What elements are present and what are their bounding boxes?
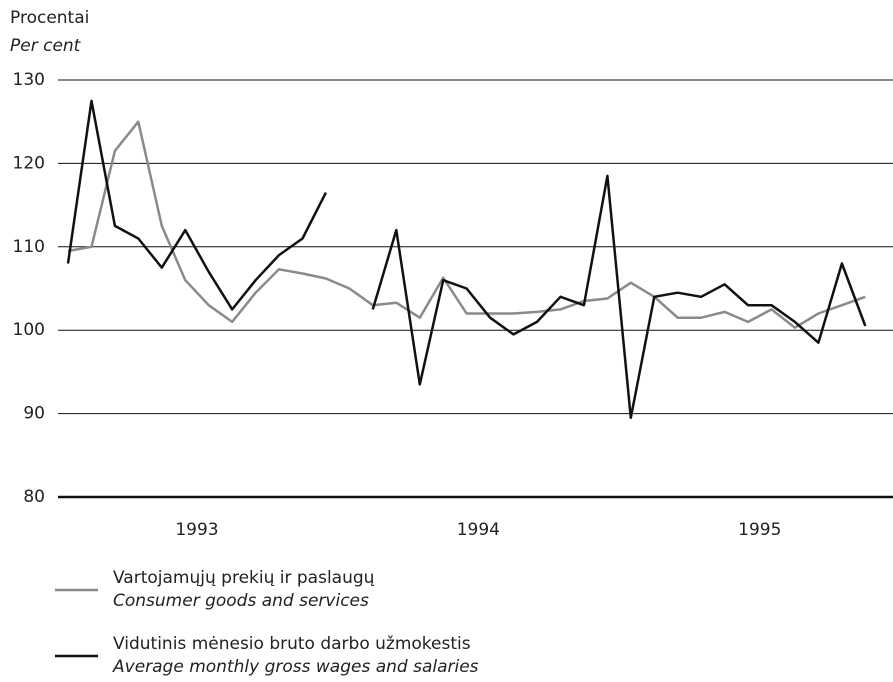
legend-label: Vartojamųjų prekių ir paslaugų	[113, 568, 375, 588]
x-tick-label: 1994	[457, 520, 500, 540]
y-label: Procentai	[10, 8, 89, 28]
legend-label-en: Average monthly gross wages and salaries	[112, 657, 479, 677]
y-label-en: Per cent	[10, 36, 82, 56]
y-tick-label: 100	[13, 320, 45, 340]
legend-label: Vidutinis mėnesio bruto darbo užmokestis	[113, 634, 471, 654]
y-tick-label: 110	[13, 237, 45, 257]
x-tick-label: 1995	[738, 520, 781, 540]
x-tick-label: 1993	[175, 520, 218, 540]
y-tick-label: 80	[23, 487, 45, 507]
y-tick-label: 120	[13, 153, 45, 173]
legend-label-en: Consumer goods and services	[113, 591, 369, 611]
y-tick-label: 130	[13, 70, 45, 90]
series-line	[66, 99, 867, 420]
series-line	[67, 120, 866, 329]
y-tick-label: 90	[23, 404, 45, 424]
